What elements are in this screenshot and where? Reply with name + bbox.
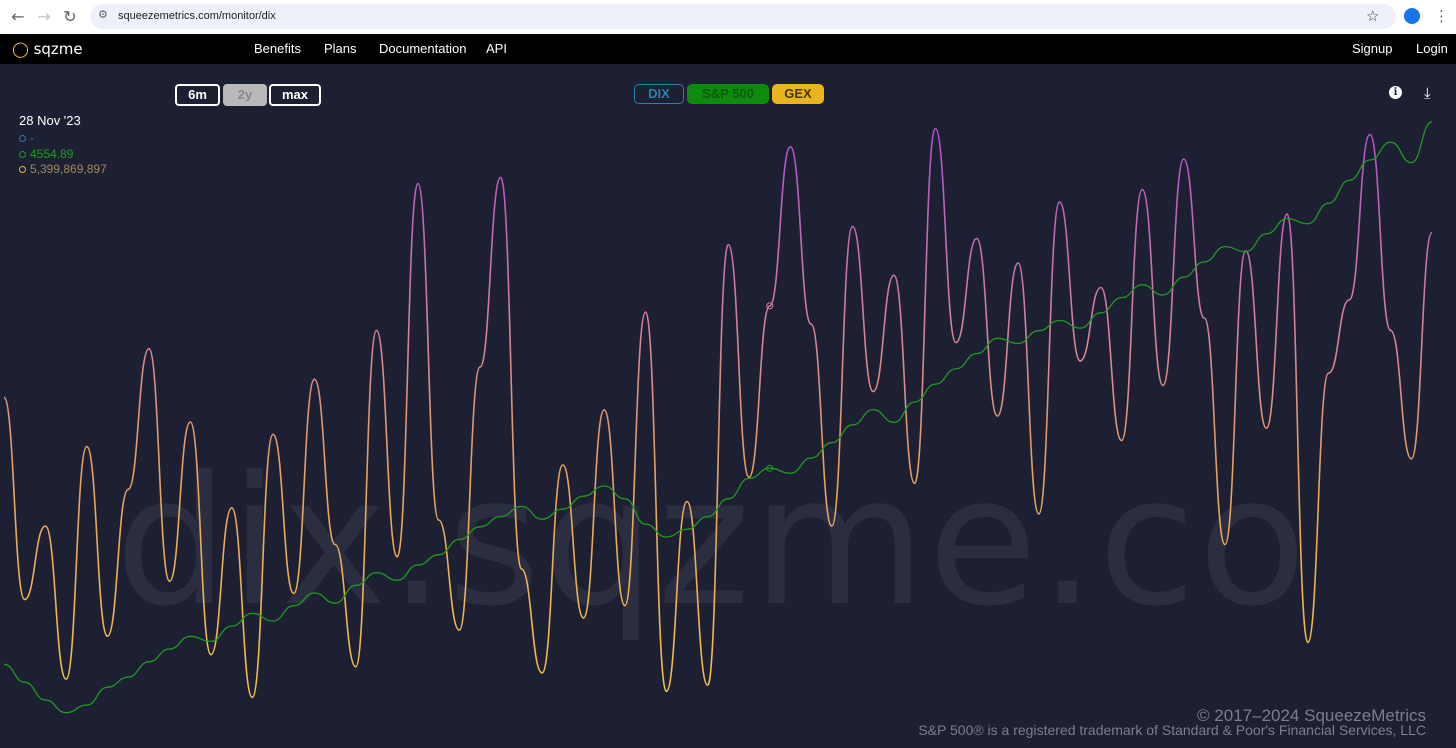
profile-avatar-icon[interactable] (1404, 8, 1420, 24)
nav-api[interactable]: API (486, 41, 507, 56)
download-icon[interactable]: ⤓ (1424, 84, 1431, 102)
nav-benefits[interactable]: Benefits (254, 41, 301, 56)
readout-gex: 5,399,869,897 (19, 162, 107, 176)
hover-marker-gex (766, 302, 774, 310)
readout-gex-value: 5,399,869,897 (30, 162, 107, 176)
toggle-dix-button[interactable]: DIX (634, 84, 684, 104)
info-icon[interactable]: i (1389, 86, 1402, 99)
logo-mark-icon: ◯ (12, 40, 29, 58)
watermark: dix.sqzme.co (115, 438, 1309, 645)
browser-menu-icon[interactable]: ⋮ (1434, 7, 1449, 25)
reload-icon[interactable]: ↻ (63, 7, 77, 26)
readout-date: 28 Nov '23 (19, 113, 81, 128)
spx-series-line (3, 121, 1433, 714)
gex-series-line (3, 127, 1433, 699)
readout-dix-value: - (30, 131, 34, 145)
range-max-button[interactable]: max (269, 84, 321, 106)
range-6m-button[interactable]: 6m (175, 84, 220, 106)
chart-svg[interactable] (0, 64, 1456, 748)
copyright-text: © 2017–2024 SqueezeMetrics (1197, 706, 1426, 725)
forward-icon[interactable]: → (37, 7, 51, 26)
toggle-gex-button[interactable]: GEX (772, 84, 824, 104)
gex-dot-icon (19, 166, 26, 174)
spx-dot-icon (19, 151, 26, 159)
readout-spx-value: 4554.89 (30, 147, 74, 161)
trademark-text: S&P 500® is a registered trademark of St… (918, 722, 1426, 738)
login-link[interactable]: Login (1416, 41, 1448, 56)
site-header (0, 34, 1456, 64)
address-bar[interactable] (90, 4, 1396, 29)
bookmark-star-icon[interactable]: ☆ (1366, 7, 1380, 25)
nav-documentation[interactable]: Documentation (379, 41, 467, 56)
site-info-icon[interactable]: ⚙ (98, 9, 108, 21)
signup-link[interactable]: Signup (1352, 41, 1393, 56)
range-2y-button[interactable]: 2y (223, 84, 267, 106)
readout-spx: 4554.89 (19, 147, 73, 161)
toggle-spx-button[interactable]: S&P 500 (687, 84, 769, 104)
logo[interactable]: ◯ sqzme (12, 40, 83, 58)
logo-text: sqzme (33, 40, 83, 58)
nav-plans[interactable]: Plans (324, 41, 357, 56)
dix-dot-icon (19, 135, 26, 143)
hover-marker-spx (766, 464, 774, 472)
url-text[interactable]: squeezemetrics.com/monitor/dix (118, 10, 276, 22)
back-icon[interactable]: ← (11, 7, 25, 26)
readout-dix: - (19, 131, 34, 145)
